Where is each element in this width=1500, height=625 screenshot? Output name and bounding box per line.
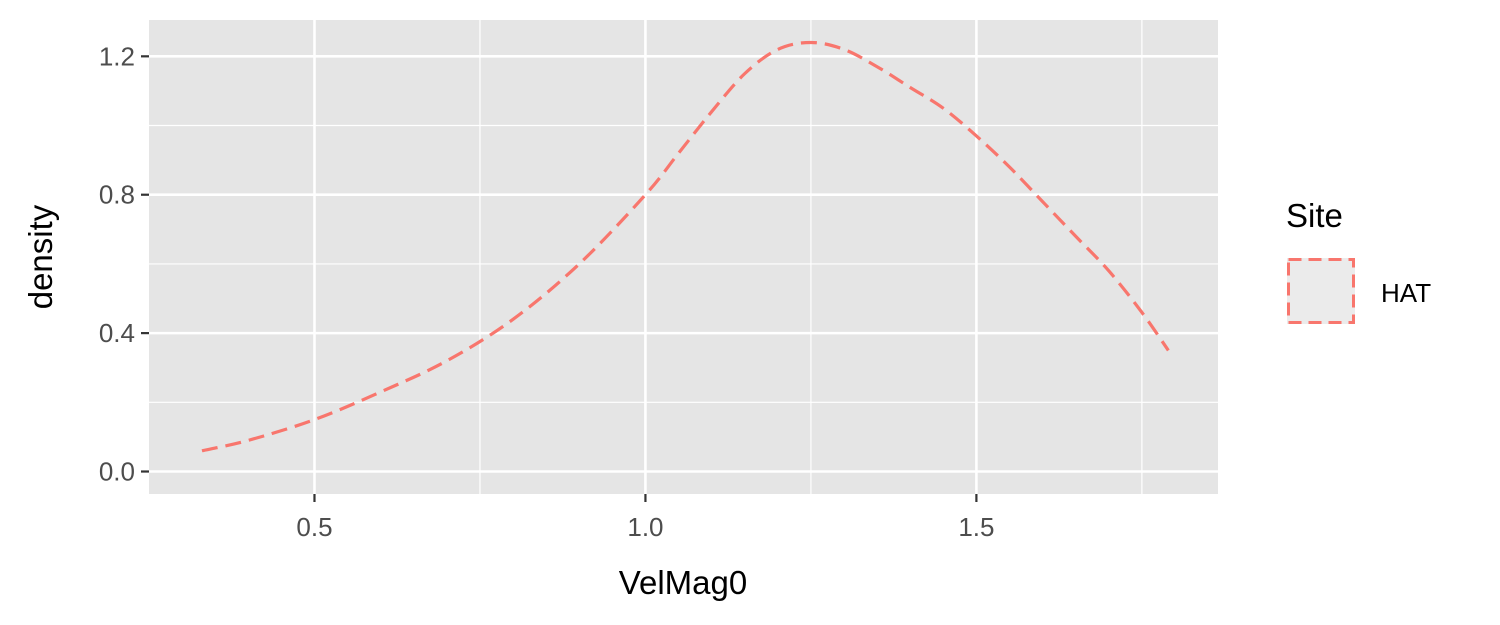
legend-key (1287, 258, 1355, 324)
y-tick-label-1-2: 1.2 (99, 41, 135, 71)
y-tick-label-0-8: 0.8 (99, 180, 135, 210)
legend-key-swatch (1287, 258, 1355, 324)
axis-ticks (141, 55, 978, 502)
minor-gridlines (149, 20, 1218, 494)
x-tick-labels: 0.5 1.0 1.5 (296, 512, 994, 542)
y-tick-label-0: 0.0 (99, 457, 135, 487)
legend: Site HAT (1286, 197, 1431, 324)
legend-title: Site (1286, 197, 1343, 234)
x-tick-label-0-5: 0.5 (296, 512, 332, 542)
y-axis-title: density (22, 204, 59, 309)
x-tick-label-1: 1.0 (627, 512, 663, 542)
x-axis-title: VelMag0 (619, 564, 747, 601)
legend-label-hat: HAT (1381, 278, 1431, 308)
density-line-hat (201, 40, 1170, 453)
y-tick-label-0-4: 0.4 (99, 318, 135, 348)
series-layer (201, 40, 1170, 453)
major-gridlines (149, 20, 1218, 494)
y-tick-labels: 0.0 0.4 0.8 1.2 (99, 41, 135, 486)
x-tick-label-1-5: 1.5 (958, 512, 994, 542)
